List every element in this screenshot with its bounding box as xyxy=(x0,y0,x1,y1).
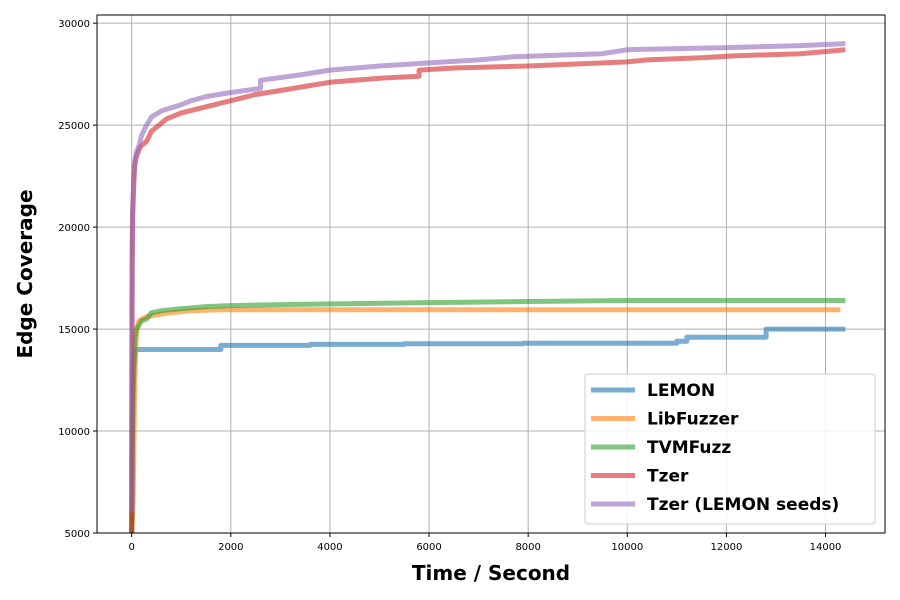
y-tick-label: 10000 xyxy=(58,427,90,438)
y-tick-label: 25000 xyxy=(58,121,90,132)
y-axis-title: Edge Coverage xyxy=(13,189,37,358)
legend-label-tzer: Tzer xyxy=(647,467,689,487)
y-tick-label: 15000 xyxy=(58,325,90,336)
x-tick-label: 2000 xyxy=(218,542,243,553)
x-tick-label: 14000 xyxy=(810,542,842,553)
x-tick-label: 12000 xyxy=(711,542,743,553)
series-lines xyxy=(129,41,846,533)
y-tick-label: 5000 xyxy=(65,529,90,540)
x-tick-label: 8000 xyxy=(515,542,540,553)
y-tick-label: 30000 xyxy=(58,19,90,30)
series-line-tvmfuzz xyxy=(129,298,846,533)
x-tick-label: 0 xyxy=(129,542,135,553)
y-tick-label: 20000 xyxy=(58,223,90,234)
x-axis-title: Time / Second xyxy=(412,561,570,585)
x-tick-label: 4000 xyxy=(317,542,342,553)
axis-ticks: 0 2000 4000 6000 8000 10000 12000 14000 5000 1000… xyxy=(58,19,841,553)
legend-label-tzer-lemon-seeds: Tzer (LEMON seeds) xyxy=(647,495,839,515)
legend: LEMON LibFuzzer TVMFuzz Tzer Tzer (LEMON see… xyxy=(584,373,876,525)
plot-frame xyxy=(96,14,886,534)
grid xyxy=(97,15,885,534)
legend-label-libfuzzer: LibFuzzer xyxy=(647,410,739,430)
x-tick-label: 10000 xyxy=(611,542,643,553)
legend-frame xyxy=(584,373,876,525)
legend-label-lemon: LEMON xyxy=(647,381,715,401)
x-tick-label: 6000 xyxy=(416,542,441,553)
legend-label-tvmfuzz: TVMFuzz xyxy=(647,438,731,458)
series-line-tzer-lemon-seeds xyxy=(129,41,846,513)
